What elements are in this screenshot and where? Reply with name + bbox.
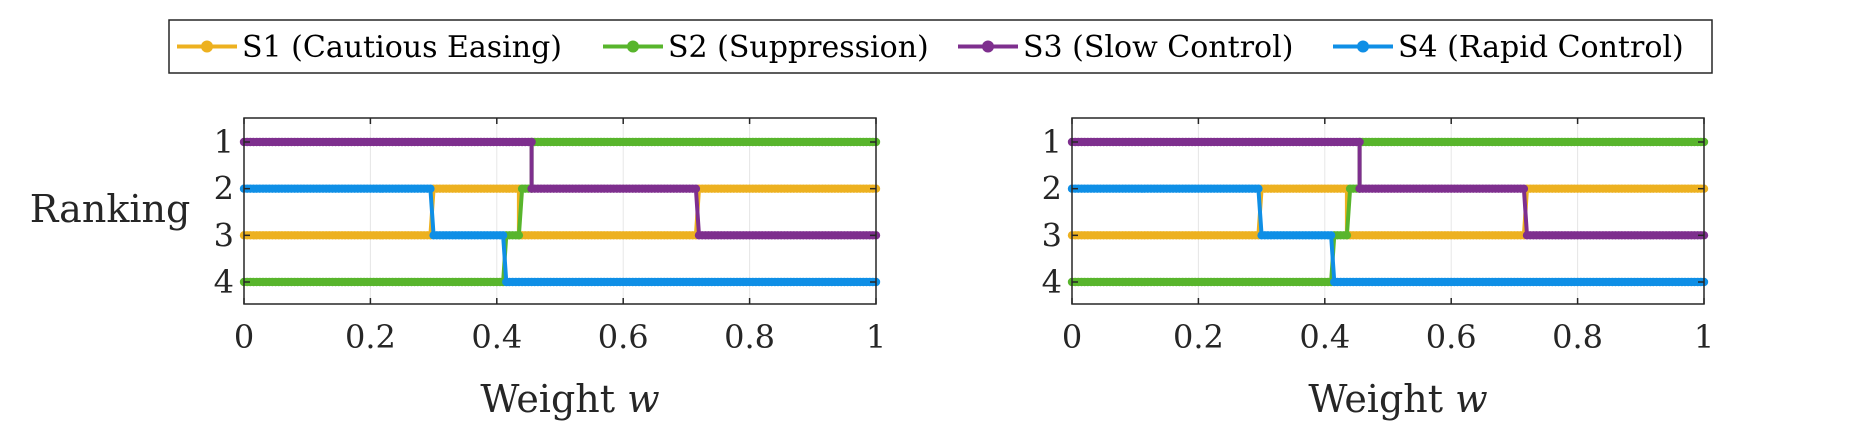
legend-entry-s2[interactable]: S2 (Suppression) — [603, 30, 929, 65]
legend-label-s1: S1 (Cautious Easing) — [242, 30, 562, 65]
y-tick-labels: 1 2 3 4 — [214, 123, 876, 301]
x-tick-label: 0.6 — [1426, 318, 1477, 356]
series-s4 — [1067, 184, 1709, 287]
series-s4 — [239, 184, 881, 287]
y-tick-label: 1 — [1042, 123, 1062, 161]
x-axis-label: Weight w — [1308, 377, 1487, 421]
x-tick-label: 1 — [1694, 318, 1714, 356]
legend-marker-s1 — [201, 40, 213, 53]
data-point-s4 — [426, 184, 435, 193]
x-tick-label: 0.2 — [1173, 318, 1224, 356]
x-axis-label: Weight w — [480, 377, 659, 421]
legend-entry-s4[interactable]: S4 (Rapid Control) — [1333, 30, 1684, 65]
y-tick-label: 3 — [214, 216, 234, 254]
legend-marker-s2 — [627, 40, 639, 53]
x-tick-label: 0 — [1062, 318, 1082, 356]
x-tick-label: 0.6 — [598, 318, 649, 356]
data-point-s3 — [1519, 184, 1529, 193]
x-tick-label: 0.8 — [1552, 318, 1603, 356]
x-tick-label: 0.8 — [724, 318, 775, 356]
y-tick-label: 4 — [214, 263, 234, 301]
legend-box — [168, 19, 1713, 74]
y-tick-label: 3 — [1042, 216, 1062, 254]
x-tick-labels: 0 0.2 0.4 0.6 0.8 1 — [1062, 118, 1714, 356]
data-point-s4 — [1326, 231, 1336, 240]
legend-marker-s4 — [1357, 40, 1369, 53]
chart-panel-right: 0 0.2 0.4 0.6 0.8 1 1 2 3 4 Weight w — [1042, 117, 1714, 421]
data-point-s3 — [527, 137, 536, 147]
legend: S1 (Cautious Easing) S2 (Suppression) S3… — [168, 19, 1713, 74]
series-group — [1067, 137, 1709, 287]
data-point-s4 — [498, 231, 508, 240]
y-tick-label: 4 — [1042, 263, 1062, 301]
y-tick-label: 1 — [214, 123, 234, 161]
x-tick-label: 0.4 — [1299, 318, 1350, 356]
series-s3 — [239, 137, 881, 240]
plot-area-frame — [1071, 117, 1705, 305]
y-axis-label: Ranking — [30, 187, 191, 231]
data-point-s2 — [514, 231, 524, 240]
plot-area-frame — [243, 117, 877, 305]
data-point-s3 — [691, 184, 701, 193]
x-tick-label: 1 — [866, 318, 886, 356]
x-tick-label: 0 — [234, 318, 254, 356]
legend-label-s4: S4 (Rapid Control) — [1398, 30, 1684, 65]
series-s1 — [239, 184, 881, 240]
legend-entry-s3[interactable]: S3 (Slow Control) — [958, 30, 1293, 65]
series-group — [239, 137, 881, 287]
data-point-s3 — [1355, 137, 1364, 147]
y-tick-labels: 1 2 3 4 — [1042, 123, 1704, 301]
chart-panel-left: 0 0.2 0.4 0.6 0.8 1 1 2 3 4 Weight w Ranking — [30, 117, 886, 421]
data-point-s4 — [1254, 184, 1263, 193]
legend-marker-s3 — [982, 40, 994, 53]
x-tick-label: 0.2 — [345, 318, 396, 356]
y-tick-label: 2 — [214, 170, 234, 208]
x-tick-labels: 0 0.2 0.4 0.6 0.8 1 — [234, 118, 886, 356]
series-s3 — [1067, 137, 1709, 240]
legend-label-s3: S3 (Slow Control) — [1023, 30, 1293, 65]
legend-entry-s1[interactable]: S1 (Cautious Easing) — [177, 30, 562, 65]
x-tick-label: 0.4 — [471, 318, 522, 356]
legend-label-s2: S2 (Suppression) — [668, 30, 929, 65]
data-point-s2 — [1342, 231, 1352, 240]
y-tick-label: 2 — [1042, 170, 1062, 208]
